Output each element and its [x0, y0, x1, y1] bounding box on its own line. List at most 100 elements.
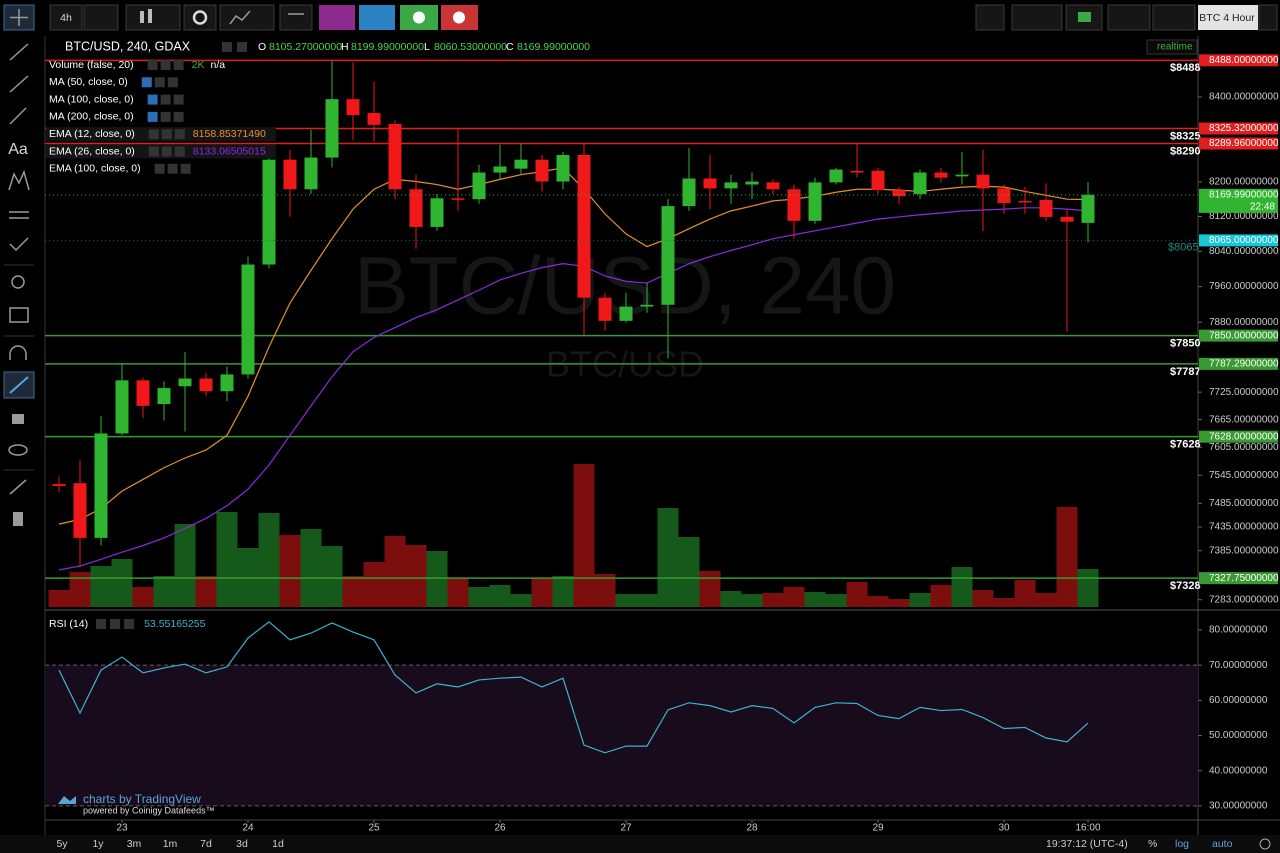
legend-icon[interactable] — [148, 129, 159, 140]
candle-body — [409, 189, 423, 227]
fullscreen-button[interactable] — [975, 4, 1005, 31]
log-toggle[interactable]: log — [1175, 838, 1189, 850]
volume-bar — [909, 593, 931, 607]
percent-toggle[interactable]: % — [1148, 838, 1157, 850]
range-label: 1m — [163, 838, 178, 850]
candle-body — [94, 433, 108, 538]
purple-button[interactable] — [319, 5, 355, 30]
legend-icon[interactable] — [174, 146, 185, 157]
last-price-label: 8169.99000000 — [1209, 190, 1279, 201]
y-tick-label: 7283.00000000 — [1209, 594, 1279, 605]
y-tick-label: 7725.00000000 — [1209, 387, 1279, 398]
legend-icon[interactable] — [160, 111, 171, 122]
volume-bar — [153, 576, 175, 607]
low-label: L — [424, 41, 430, 53]
indicators-button[interactable] — [219, 4, 275, 31]
level-price-label: 7628.00000000 — [1209, 431, 1279, 442]
interval-button[interactable] — [49, 4, 83, 31]
volume-bar — [993, 598, 1015, 607]
volume-bar — [363, 562, 385, 607]
trendline-icon[interactable] — [9, 43, 29, 61]
chart-style-button[interactable] — [125, 4, 181, 31]
legend-icon[interactable] — [161, 129, 172, 140]
legend-icon[interactable] — [237, 42, 247, 52]
legend-icon[interactable] — [110, 619, 121, 629]
volume-bar — [531, 578, 553, 607]
auto-toggle[interactable]: auto — [1212, 838, 1233, 850]
volume-bar — [951, 567, 973, 607]
branding-line1[interactable]: charts by TradingView — [83, 792, 201, 806]
indicator-name: EMA (26, close, 0) — [49, 145, 135, 157]
layout-menu[interactable] — [1258, 4, 1278, 31]
legend-icon[interactable] — [141, 77, 152, 88]
blue-button[interactable] — [359, 5, 395, 30]
legend-icon[interactable] — [167, 163, 178, 174]
volume-bar — [342, 576, 364, 607]
indicator-name: EMA (100, close, 0) — [49, 163, 141, 175]
brush-icon[interactable] — [9, 107, 27, 125]
text-tool[interactable]: Aa — [8, 141, 28, 158]
indicator-name: MA (100, close, 0) — [49, 93, 134, 105]
legend-icon[interactable] — [160, 94, 171, 105]
legend-icon[interactable] — [173, 94, 184, 105]
lock-icon[interactable] — [12, 414, 24, 424]
legend-icon[interactable] — [96, 619, 107, 629]
compare-button[interactable] — [279, 4, 313, 31]
fib-icon[interactable] — [9, 75, 29, 93]
load-button[interactable] — [1107, 4, 1151, 31]
y-tick-label: 7545.00000000 — [1209, 470, 1279, 481]
legend-icon[interactable] — [222, 42, 232, 52]
legend-icon[interactable] — [147, 111, 158, 122]
up-icon — [413, 11, 425, 24]
bid-price-box — [1199, 234, 1278, 247]
legend-icon[interactable] — [147, 94, 158, 105]
volume-bar — [657, 508, 679, 607]
magnet-icon[interactable] — [9, 345, 27, 360]
zoom-icon[interactable] — [11, 275, 25, 289]
legend-icon[interactable] — [154, 163, 165, 174]
legend-icon[interactable] — [161, 146, 172, 157]
candle-body — [892, 190, 906, 197]
rsi-y-tick-label: 50.00000000 — [1209, 730, 1268, 741]
legend-icon[interactable] — [147, 60, 158, 70]
y-tick-label: 7960.00000000 — [1209, 281, 1279, 292]
pattern-icon[interactable] — [8, 169, 30, 191]
indicators-icon — [229, 10, 251, 25]
countdown-label: 22:48 — [1250, 202, 1275, 213]
candle-body — [451, 198, 465, 200]
legend-icon[interactable] — [148, 146, 159, 157]
layout-button[interactable] — [1198, 5, 1258, 30]
y-tick-label: 7605.00000000 — [1209, 442, 1279, 453]
legend-icon[interactable] — [173, 111, 184, 122]
candle-body — [52, 484, 66, 486]
x-tick-label: 23 — [116, 823, 128, 834]
indicator-name: MA (200, close, 0) — [49, 111, 134, 123]
volume-bar — [762, 593, 784, 607]
legend-icon[interactable] — [160, 60, 171, 70]
check-icon[interactable] — [9, 237, 29, 252]
volume-bar — [930, 585, 952, 607]
legend-icon[interactable] — [154, 77, 165, 88]
legend-icon[interactable] — [173, 60, 184, 70]
symbol-label: BTC/USD, 240, GDAX — [65, 39, 191, 53]
settings-button[interactable] — [183, 4, 217, 31]
legend-icon[interactable] — [167, 77, 178, 88]
candle-body — [640, 304, 654, 307]
candle-body — [157, 388, 171, 405]
volume-bar — [447, 578, 469, 607]
legend-icon[interactable] — [180, 163, 191, 174]
ruler-icon[interactable] — [9, 307, 29, 323]
hide-icon[interactable] — [8, 444, 28, 456]
menu-button[interactable] — [83, 4, 119, 31]
y-tick-label: 8040.00000000 — [1209, 246, 1279, 257]
tools-icon[interactable] — [9, 479, 27, 495]
undo-redo-button[interactable] — [1011, 4, 1063, 31]
volume-bar — [48, 590, 70, 607]
save-button[interactable] — [1152, 4, 1196, 31]
settings-icon[interactable] — [1259, 838, 1271, 850]
trash-icon[interactable] — [13, 512, 23, 526]
legend-icon[interactable] — [124, 619, 135, 629]
indicator-value: 8158.85371490 — [193, 128, 266, 140]
legend-icon[interactable] — [174, 129, 185, 140]
